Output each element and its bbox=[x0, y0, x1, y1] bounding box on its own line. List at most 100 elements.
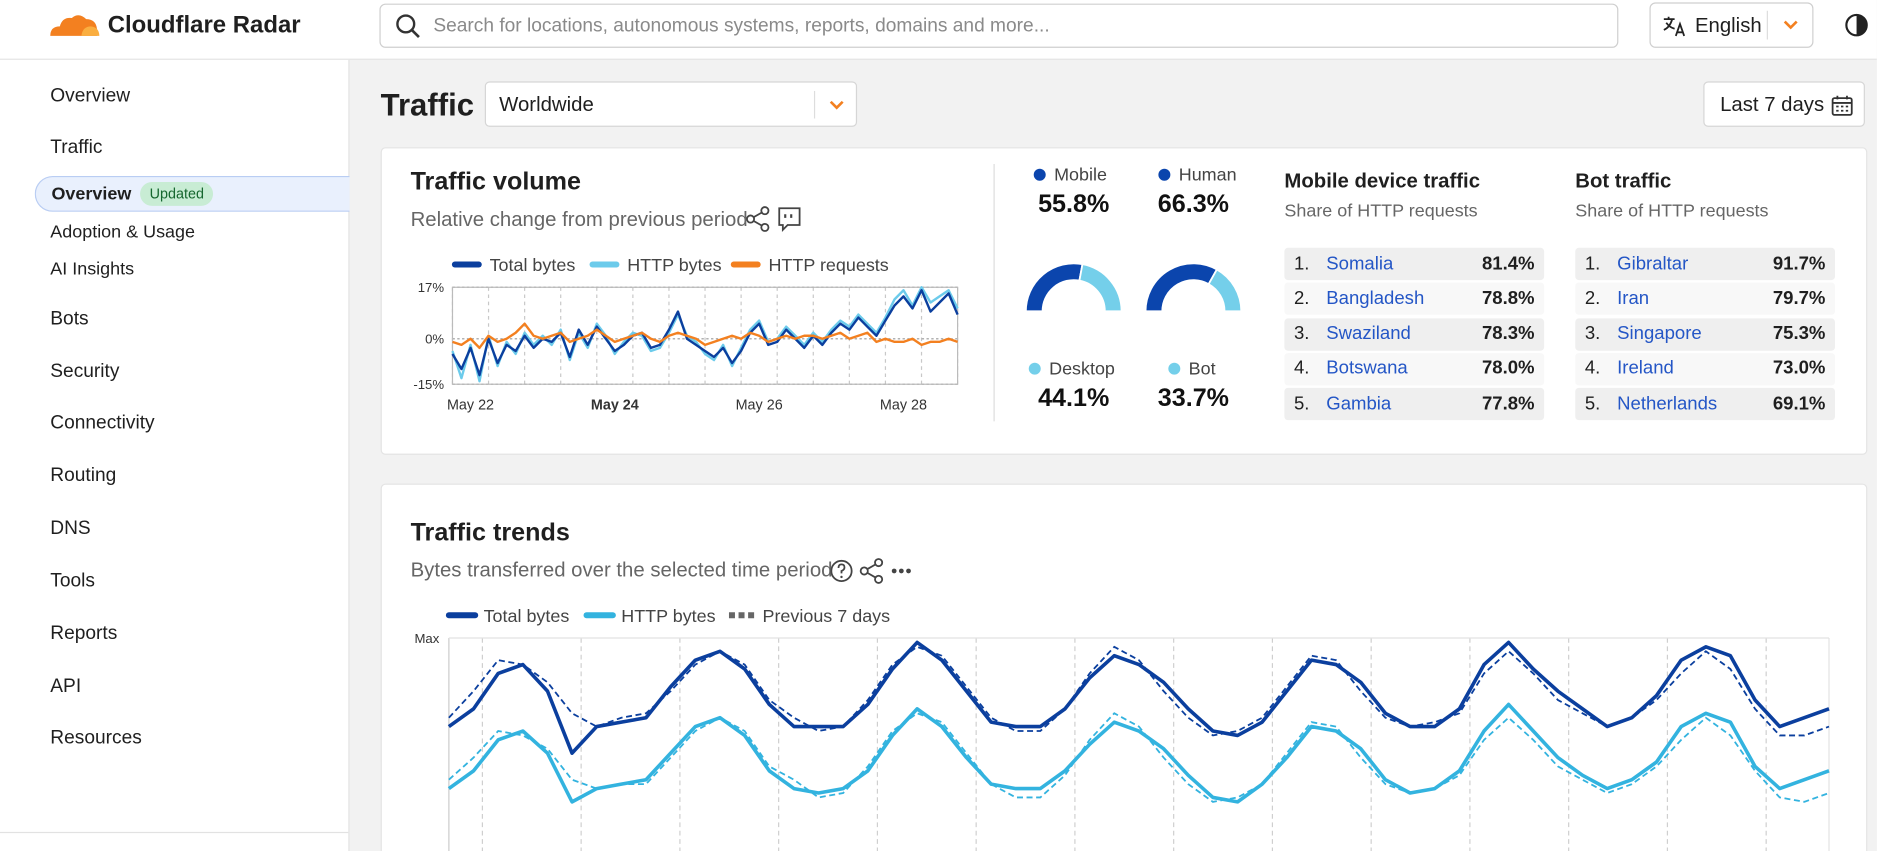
chevron bbox=[829, 100, 844, 110]
nav-item[interactable]: Overview bbox=[0, 75, 348, 118]
share-value: 78.3% bbox=[1481, 323, 1535, 344]
nav-label: Resources bbox=[50, 727, 142, 749]
nav-item[interactable]: API bbox=[0, 666, 348, 709]
nav-sublabel: Adoption & Usage bbox=[50, 222, 196, 243]
nav-label: Reports bbox=[50, 623, 118, 644]
card-title: Traffic trends bbox=[410, 518, 570, 547]
nav-item[interactable]: Security bbox=[0, 351, 348, 394]
table-subtitle: Share of HTTP requests bbox=[1284, 201, 1478, 222]
date-range: Last 7 days bbox=[1720, 93, 1825, 116]
country-link[interactable]: Gibraltar bbox=[1617, 253, 1689, 274]
table-row: 2. Iran 79.7% bbox=[1575, 282, 1836, 316]
table-title: Mobile device traffic bbox=[1284, 169, 1481, 193]
divider bbox=[993, 163, 995, 422]
rank: 3. bbox=[1293, 323, 1310, 344]
country-link[interactable]: Singapore bbox=[1617, 323, 1702, 344]
rank: 2. bbox=[1584, 288, 1601, 309]
chevron bbox=[1783, 20, 1798, 30]
table-row: 5. Gambia 77.8% bbox=[1284, 387, 1545, 421]
nav-label: Security bbox=[50, 361, 120, 382]
search-box[interactable]: Search for locations, autonomous systems… bbox=[379, 3, 1619, 48]
card-title: Traffic volume bbox=[410, 168, 582, 196]
nav-subitem[interactable]: Overview Updated bbox=[34, 175, 350, 212]
rank: 3. bbox=[1584, 323, 1601, 344]
nav-item[interactable]: DNS bbox=[0, 508, 348, 551]
country-link[interactable]: Somalia bbox=[1326, 253, 1394, 274]
table-title: Bot traffic bbox=[1575, 169, 1672, 193]
date-range-select[interactable]: Last 7 days bbox=[1703, 81, 1865, 127]
table-row: 3. Swaziland 78.3% bbox=[1284, 317, 1545, 351]
table-row: 4. Botswana 78.0% bbox=[1284, 352, 1545, 386]
nav-label: API bbox=[50, 676, 82, 697]
nav-sublabel: Overview bbox=[51, 183, 132, 205]
logo[interactable] bbox=[45, 10, 100, 39]
rank: 4. bbox=[1584, 358, 1601, 379]
rank: 5. bbox=[1584, 393, 1601, 414]
share-value: 78.0% bbox=[1481, 358, 1535, 379]
card-subtitle: Relative change from previous period bbox=[410, 208, 748, 231]
share-value: 78.8% bbox=[1481, 288, 1535, 309]
table-row: 2. Bangladesh 78.8% bbox=[1284, 282, 1545, 316]
nav-subitem[interactable]: Adoption & Usage bbox=[0, 214, 348, 250]
nav-item[interactable]: Reports bbox=[0, 613, 348, 656]
country-link[interactable]: Botswana bbox=[1326, 358, 1408, 379]
page-title: Traffic bbox=[380, 86, 475, 123]
share-value: 75.3% bbox=[1772, 323, 1826, 344]
nav-label: Bots bbox=[50, 308, 89, 330]
badge: Updated bbox=[140, 181, 214, 206]
divider bbox=[813, 90, 816, 119]
country-link[interactable]: Iran bbox=[1617, 288, 1650, 309]
nav-label: Routing bbox=[50, 465, 117, 486]
search-placeholder: Search for locations, autonomous systems… bbox=[433, 16, 1050, 37]
rank: 5. bbox=[1293, 393, 1310, 414]
nav-subitem[interactable]: AI Insights bbox=[0, 251, 348, 287]
language-icon bbox=[1663, 16, 1686, 37]
card-subtitle: Bytes transferred over the selected time… bbox=[410, 558, 833, 582]
table-row: 4. Ireland 73.0% bbox=[1575, 352, 1836, 386]
rank: 4. bbox=[1293, 358, 1310, 379]
location: Worldwide bbox=[499, 93, 594, 116]
nav-item[interactable]: Bots bbox=[0, 298, 348, 341]
share-value: 79.7% bbox=[1772, 288, 1826, 309]
share-value: 77.8% bbox=[1481, 393, 1535, 414]
divider bbox=[0, 831, 349, 834]
sidebar: Overview Traffic Overview Updated Adoption &… bbox=[0, 59, 350, 851]
nav-label: Traffic bbox=[50, 137, 103, 159]
rank: 2. bbox=[1293, 288, 1310, 309]
country-link[interactable]: Netherlands bbox=[1617, 393, 1718, 414]
nav-item[interactable]: Routing bbox=[0, 455, 348, 498]
card-actions[interactable] bbox=[746, 206, 803, 232]
search-icon bbox=[396, 14, 420, 39]
nav-item[interactable]: Resources bbox=[0, 717, 348, 760]
country-link[interactable]: Bangladesh bbox=[1326, 288, 1425, 309]
table-subtitle: Share of HTTP requests bbox=[1575, 201, 1769, 222]
card-actions[interactable] bbox=[830, 558, 916, 584]
nav-label: DNS bbox=[50, 518, 91, 539]
share-value: 69.1% bbox=[1772, 393, 1826, 414]
theme-toggle[interactable] bbox=[1845, 13, 1869, 37]
share-value: 91.7% bbox=[1772, 253, 1826, 274]
location-select[interactable]: Worldwide bbox=[484, 81, 858, 127]
nav-item[interactable]: Tools bbox=[0, 560, 348, 603]
nav-label: Tools bbox=[50, 570, 95, 592]
country-link[interactable]: Swaziland bbox=[1326, 323, 1411, 344]
table-row: 1. Somalia 81.4% bbox=[1284, 247, 1545, 281]
language: English bbox=[1694, 14, 1762, 37]
trends-card bbox=[380, 483, 1868, 851]
rank: 1. bbox=[1584, 253, 1601, 274]
header: Cloudflare Radar Search for locations, a… bbox=[0, 0, 1877, 60]
nav-item[interactable]: Connectivity bbox=[0, 402, 348, 445]
nav-item[interactable]: Traffic bbox=[0, 127, 348, 170]
brand[interactable]: Cloudflare Radar bbox=[107, 11, 301, 39]
table-row: 5. Netherlands 69.1% bbox=[1575, 387, 1836, 421]
nav-label: Overview bbox=[50, 86, 131, 107]
table-row: 3. Singapore 75.3% bbox=[1575, 317, 1836, 351]
share-value: 81.4% bbox=[1481, 253, 1535, 274]
country-link[interactable]: Ireland bbox=[1617, 358, 1674, 379]
language-select[interactable]: English bbox=[1649, 2, 1814, 48]
country-link[interactable]: Gambia bbox=[1326, 393, 1392, 414]
rank: 1. bbox=[1293, 253, 1310, 274]
nav-sublabel: AI Insights bbox=[50, 259, 135, 280]
calendar-icon bbox=[1831, 95, 1853, 116]
